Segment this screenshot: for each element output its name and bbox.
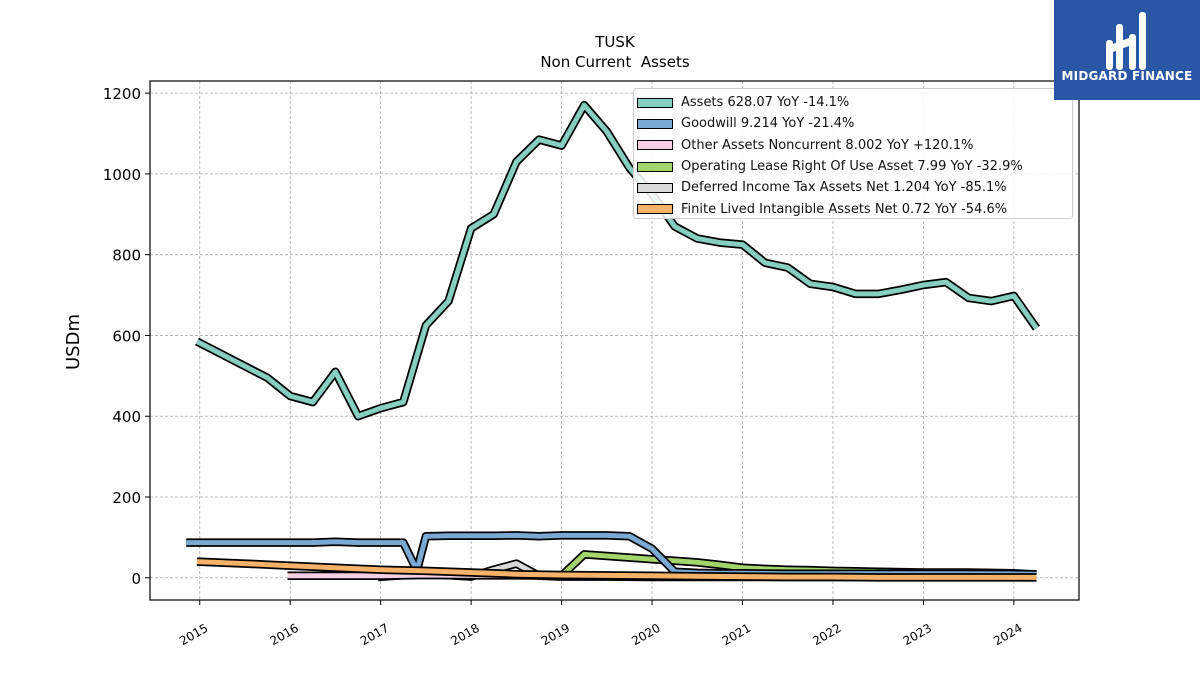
x-tick-label: 2024 xyxy=(991,621,1024,648)
legend-item: Finite Lived Intangible Assets Net 0.72 … xyxy=(637,198,1072,219)
legend-item: Goodwill 9.214 YoY -21.4% xyxy=(637,113,1072,134)
logo-icon xyxy=(1106,12,1146,70)
x-tick-label: 2022 xyxy=(810,621,843,648)
chart-subtitle: Non Current Assets xyxy=(540,53,690,71)
series-line-fill xyxy=(196,559,1037,580)
y-tick-label: 200 xyxy=(112,489,141,507)
x-tick-label: 2016 xyxy=(267,621,300,648)
legend-item: Deferred Income Tax Assets Net 1.204 YoY… xyxy=(637,177,1072,198)
y-axis-label: USDm xyxy=(63,314,84,370)
legend-swatch xyxy=(637,140,673,151)
legend-label: Finite Lived Intangible Assets Net 0.72 … xyxy=(681,201,1008,217)
x-tick-label: 2015 xyxy=(177,621,210,648)
y-tick-label: 400 xyxy=(112,408,141,426)
legend-swatch xyxy=(637,182,673,193)
plot-frame xyxy=(149,80,1080,601)
legend-label: Operating Lease Right Of Use Asset 7.99 … xyxy=(681,159,1023,175)
legend-label: Deferred Income Tax Assets Net 1.204 YoY… xyxy=(681,180,1007,196)
y-tick-label: 800 xyxy=(112,247,141,265)
x-tick-label: 2023 xyxy=(901,621,934,648)
x-tick-label: 2020 xyxy=(629,621,662,648)
y-tick-label: 1000 xyxy=(103,166,141,184)
y-tick-label: 1200 xyxy=(103,85,141,103)
x-tick-label: 2019 xyxy=(539,621,572,648)
series-line xyxy=(196,557,1037,582)
x-tick-label: 2021 xyxy=(720,621,753,648)
legend-label: Other Assets Noncurrent 8.002 YoY +120.1… xyxy=(681,137,974,153)
series-group xyxy=(186,100,1040,582)
brand-logo: MIDGARD FINANCE xyxy=(1054,0,1200,100)
legend-item: Assets 628.07 YoY -14.1% xyxy=(637,92,1072,113)
legend-swatch xyxy=(637,97,673,108)
legend-label: Assets 628.07 YoY -14.1% xyxy=(681,95,850,111)
y-tick-label: 0 xyxy=(131,570,141,588)
y-tick-label: 600 xyxy=(112,327,141,345)
brand-name: MIDGARD FINANCE xyxy=(1061,69,1193,83)
x-tick-label: 2018 xyxy=(448,621,481,648)
legend-swatch xyxy=(637,118,673,129)
legend: Assets 628.07 YoY -14.1% Goodwill 9.214 Y… xyxy=(633,88,1073,219)
chart-title: TUSK xyxy=(594,33,636,51)
x-tick-label: 2017 xyxy=(358,621,391,648)
legend-swatch xyxy=(637,161,673,172)
legend-item: Operating Lease Right Of Use Asset 7.99 … xyxy=(637,156,1072,177)
legend-swatch xyxy=(637,204,673,215)
legend-item: Other Assets Noncurrent 8.002 YoY +120.1… xyxy=(637,135,1072,156)
legend-label: Goodwill 9.214 YoY -21.4% xyxy=(681,116,855,132)
